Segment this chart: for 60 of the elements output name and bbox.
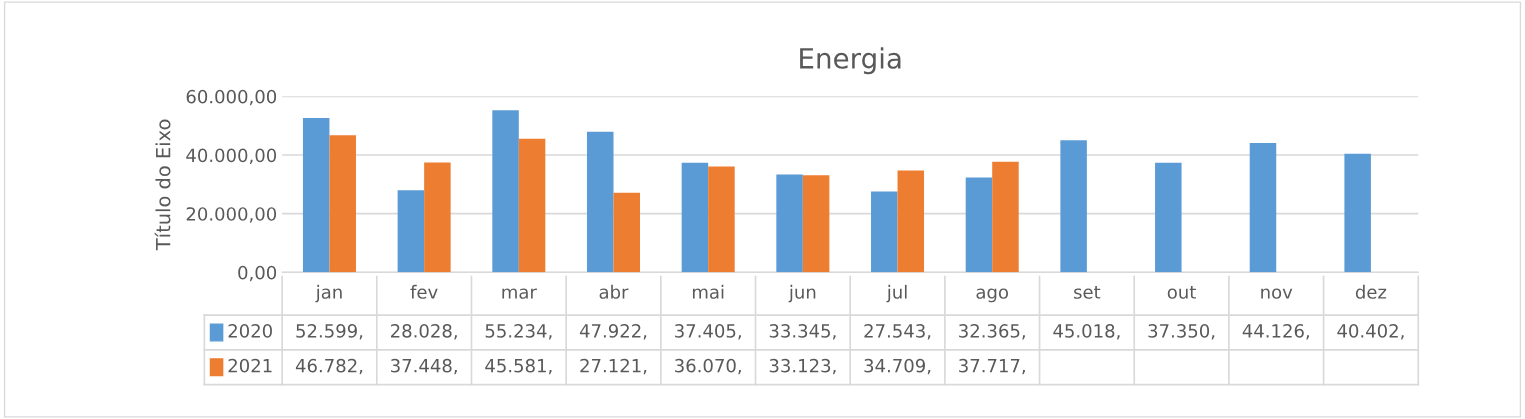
x-tick-label: dez	[1355, 284, 1387, 299]
bar	[397, 190, 425, 273]
data-label: 47.922,	[579, 324, 647, 340]
bar	[681, 162, 709, 273]
x-tick-label: jun	[788, 284, 816, 303]
legend-label: 2021	[228, 358, 272, 373]
bar	[1155, 162, 1182, 273]
bar	[871, 191, 898, 273]
data-label: 44.126,	[1242, 324, 1309, 340]
y-tick-label: 0,00	[238, 265, 277, 282]
data-label: 27.543,	[864, 324, 931, 340]
data-label: 46.782,	[295, 358, 363, 375]
bar	[1249, 142, 1277, 273]
bar	[965, 177, 993, 273]
x-tick-label: nov	[1261, 288, 1293, 299]
chart-title: Energia	[800, 47, 901, 75]
data-label: 37.717,	[959, 358, 1025, 375]
data-label: 27.121,	[580, 358, 647, 375]
x-tick-label: set	[1074, 285, 1101, 299]
y-axis-title: Título do Eixo	[154, 119, 171, 251]
bar	[329, 135, 356, 273]
x-tick-label: abr	[599, 284, 629, 299]
x-tick-label: jan	[315, 284, 342, 303]
bar	[708, 166, 735, 273]
x-tick-label: mai	[692, 284, 724, 299]
x-tick-label: mar	[502, 288, 537, 299]
data-label: 32.365,	[959, 324, 1025, 340]
data-label: 37.405,	[675, 324, 741, 340]
data-label: 45.018,	[1053, 324, 1120, 340]
bar	[424, 162, 451, 273]
y-tick-label: 20.000,00	[186, 207, 277, 223]
bar	[1060, 140, 1087, 273]
y-tick-label: 40.000,00	[186, 148, 277, 164]
data-label: 37.448,	[391, 358, 457, 375]
data-label: 33.345,	[769, 324, 836, 340]
bar	[613, 192, 640, 273]
x-tick-label: fev	[410, 284, 438, 299]
y-tick-label: 60.000,00	[186, 89, 277, 106]
bar	[492, 110, 519, 273]
data-label: 33.123,	[769, 358, 836, 375]
data-label: 28.028,	[391, 324, 457, 340]
bar	[802, 175, 830, 273]
data-label: 37.350,	[1148, 324, 1215, 340]
x-tick-label: jul	[886, 284, 907, 303]
data-label: 36.070,	[675, 358, 741, 375]
data-label: 40.402,	[1337, 324, 1404, 340]
bar	[1344, 153, 1371, 273]
data-label: 52.599,	[296, 324, 363, 340]
bar	[302, 118, 330, 273]
data-label: 55.234,	[485, 324, 552, 340]
legend-label: 2020	[228, 324, 272, 338]
x-tick-label: out	[1167, 285, 1196, 299]
x-tick-label: ago	[976, 288, 1008, 303]
bar	[776, 174, 803, 273]
bar	[992, 161, 1019, 273]
bar	[518, 138, 546, 273]
data-label: 34.709,	[864, 358, 931, 375]
bar	[586, 131, 614, 273]
data-label: 45.581,	[485, 358, 552, 375]
bar	[897, 170, 925, 273]
